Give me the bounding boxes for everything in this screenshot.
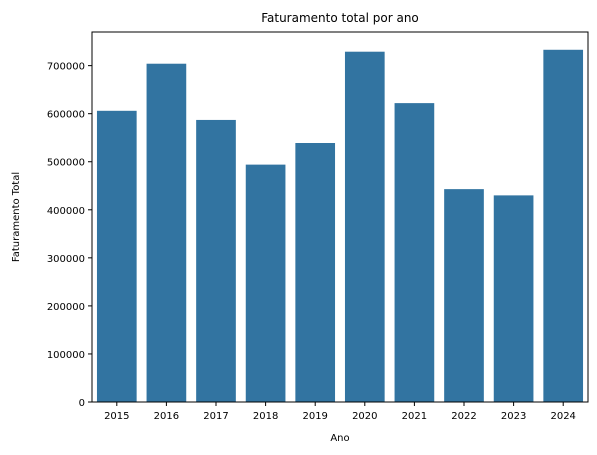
x-tick-label: 2016 xyxy=(154,411,179,422)
x-tick-label: 2017 xyxy=(203,411,228,422)
bar-2020 xyxy=(345,52,385,402)
x-tick-label: 2024 xyxy=(550,411,575,422)
x-axis: 2015 2016 2017 2018 2019 2020 2021 2022 2023 2024 xyxy=(104,402,576,422)
chart-title: Faturamento total por ano xyxy=(261,11,419,25)
x-axis-label: Ano xyxy=(330,433,349,444)
x-tick-label: 2023 xyxy=(501,411,526,422)
x-tick-label: 2019 xyxy=(302,411,327,422)
bar-2015 xyxy=(97,111,137,402)
y-tick-label: 700000 xyxy=(47,62,85,73)
y-tick-label: 100000 xyxy=(47,350,85,361)
bar-2022 xyxy=(444,189,484,402)
bars-group xyxy=(97,50,583,402)
x-tick-label: 2020 xyxy=(352,411,377,422)
y-axis-label: Faturamento Total xyxy=(11,172,22,262)
y-axis: 0 100000 200000 300000 400000 500000 600000 700… xyxy=(47,62,92,409)
bar-2024 xyxy=(543,50,583,402)
bar-2023 xyxy=(494,195,534,402)
bar-2016 xyxy=(147,64,187,402)
x-tick-label: 2021 xyxy=(402,411,427,422)
y-tick-label: 200000 xyxy=(47,302,85,313)
y-tick-label: 0 xyxy=(79,398,85,409)
x-tick-label: 2015 xyxy=(104,411,129,422)
y-tick-label: 400000 xyxy=(47,206,85,217)
bar-2018 xyxy=(246,165,286,402)
y-tick-label: 500000 xyxy=(47,158,85,169)
bar-2017 xyxy=(196,120,236,402)
bar-2021 xyxy=(395,103,435,402)
x-tick-label: 2018 xyxy=(253,411,278,422)
bar-2019 xyxy=(295,143,335,402)
y-tick-label: 300000 xyxy=(47,254,85,265)
y-tick-label: 600000 xyxy=(47,110,85,121)
x-tick-label: 2022 xyxy=(451,411,476,422)
